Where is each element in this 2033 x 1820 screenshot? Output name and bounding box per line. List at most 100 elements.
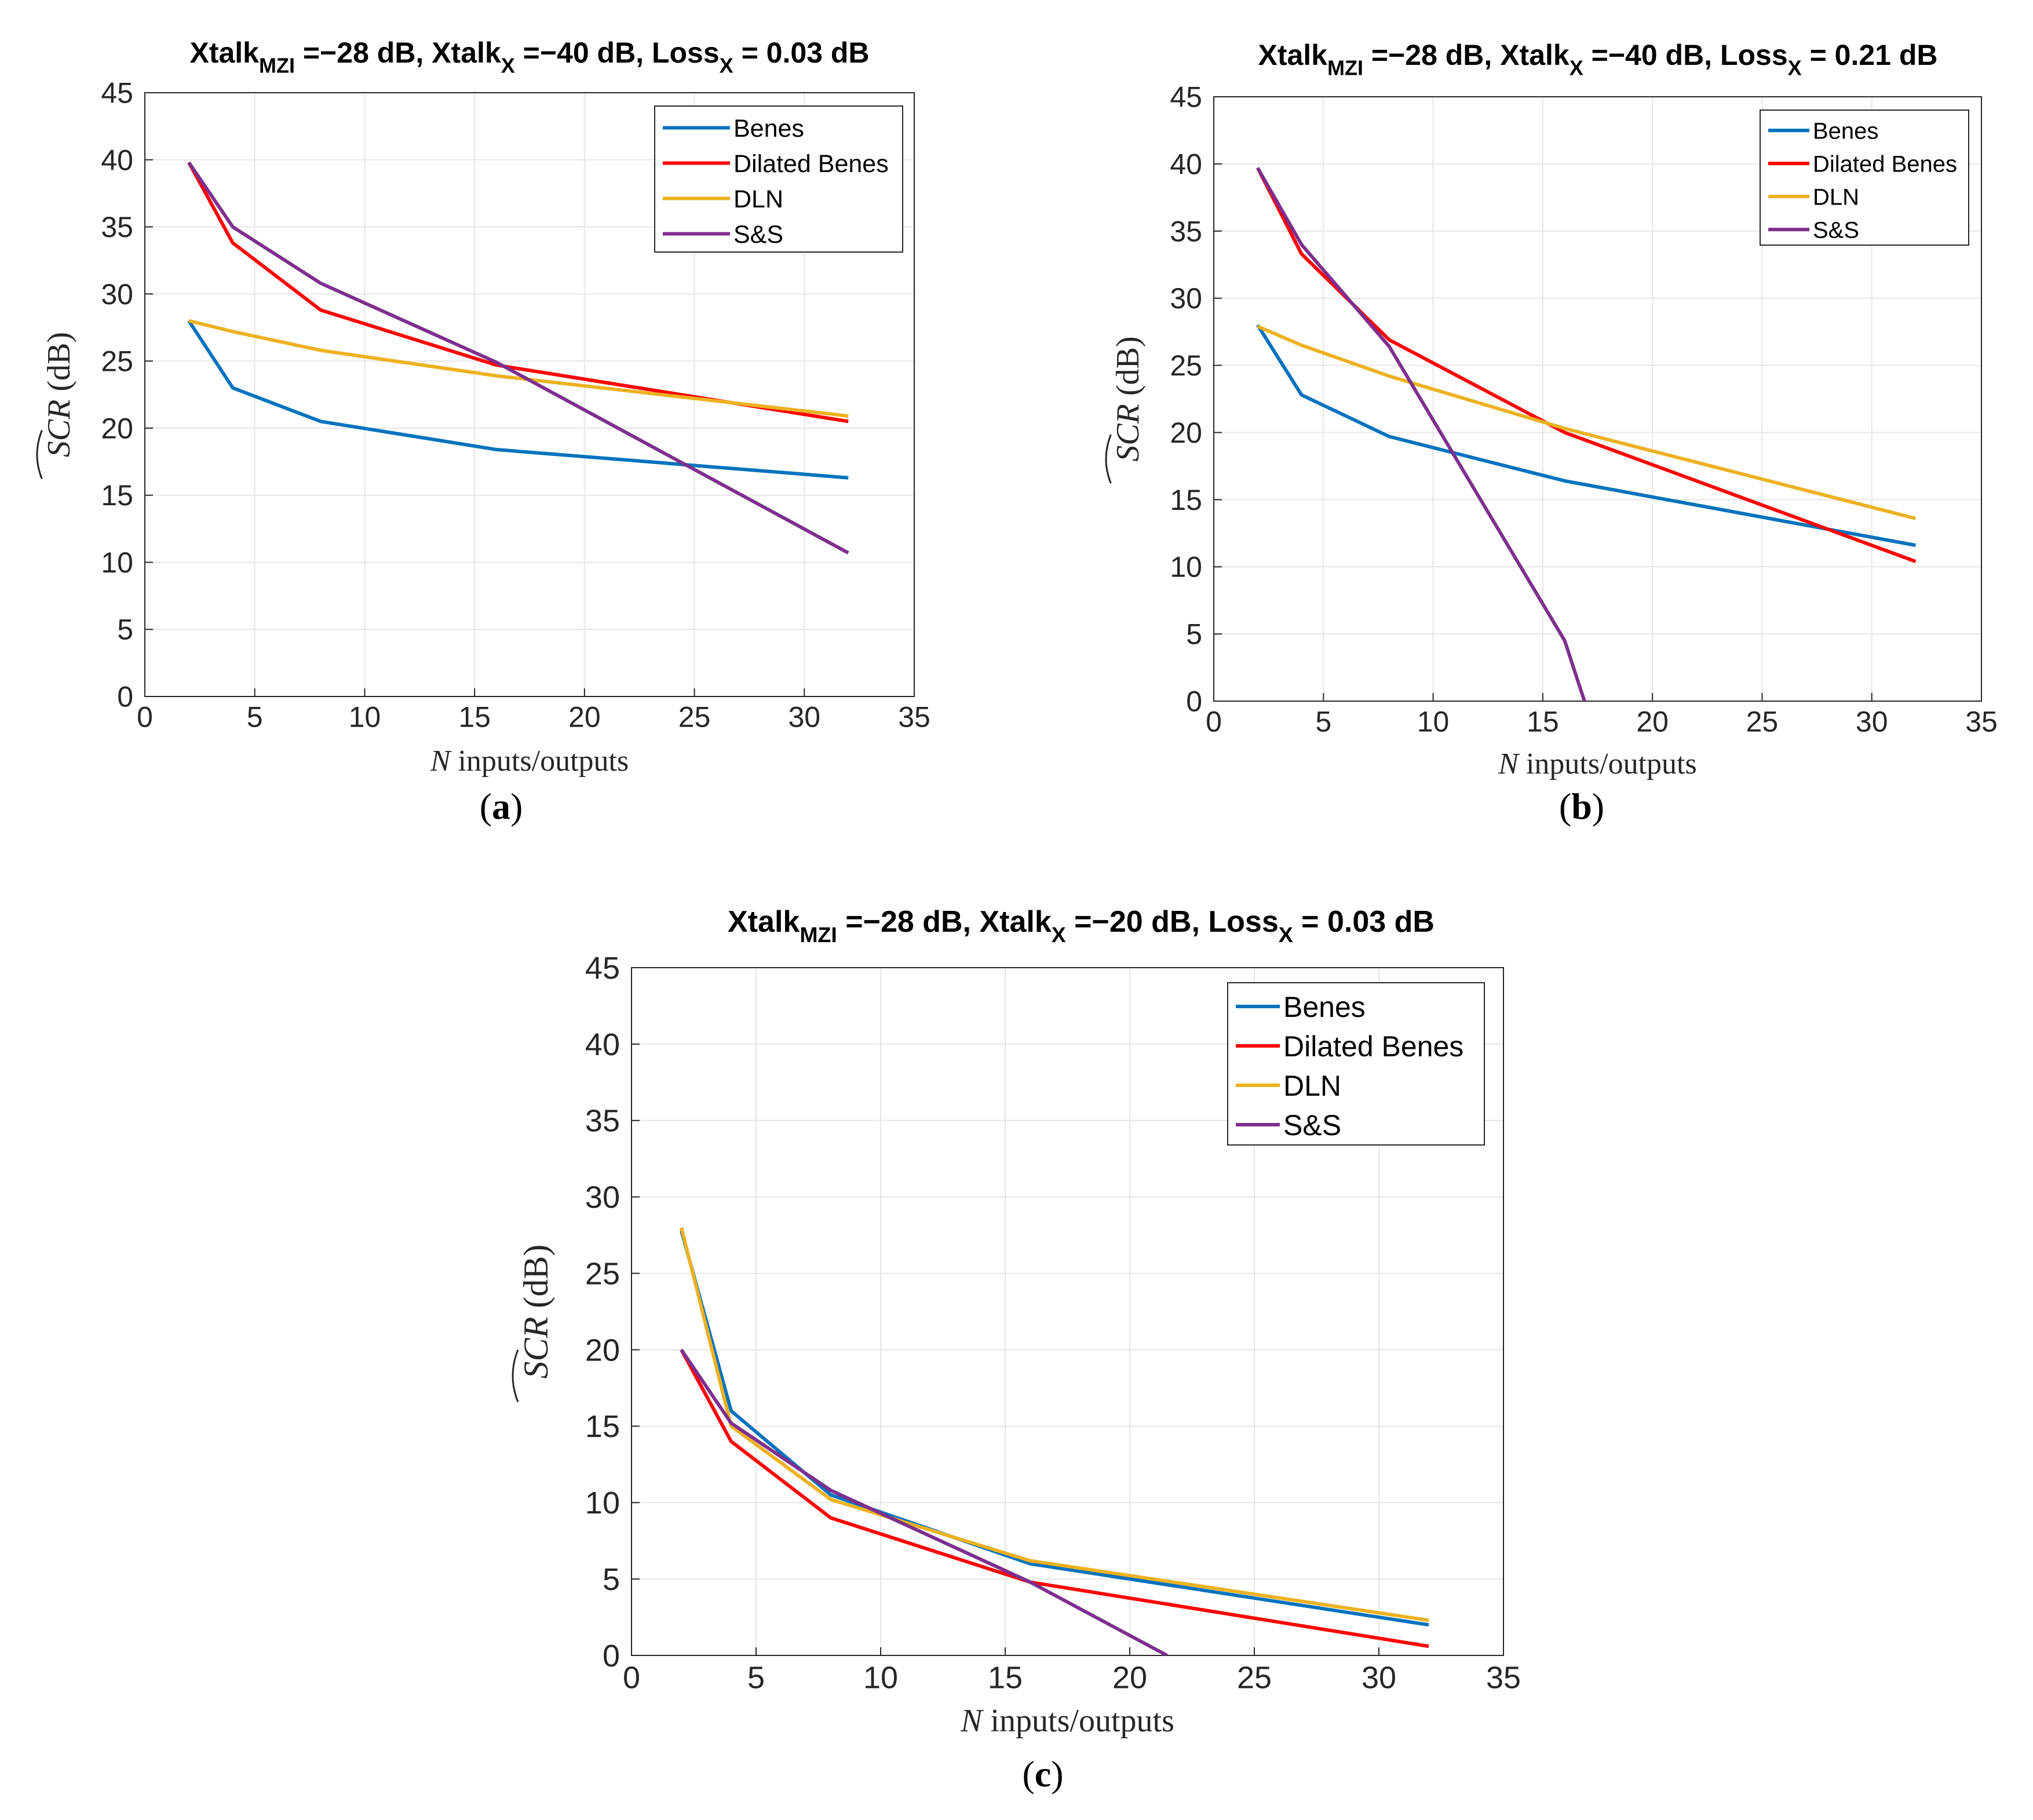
y-tick-label: 15 [585,1409,620,1444]
x-tick-label: 10 [863,1661,898,1695]
legend-label-s-s: S&S [1813,218,1859,243]
chart-title: XtalkMZI =−28 dB, XtalkX =−40 dB, LossX … [1258,39,1937,80]
legend-label-dln: DLN [1813,185,1859,210]
y-axis-label-hat [36,430,43,480]
x-tick-label: 30 [1362,1661,1396,1695]
x-tick-label: 35 [898,701,930,734]
series-line-s-s [187,161,849,555]
y-tick-label: 35 [101,211,133,243]
axes-box [1213,96,1982,702]
x-tick-label: 35 [1965,706,1998,738]
x-tick-label: 30 [788,701,820,734]
legend-label-dilated-benes: Dilated Benes [1813,152,1957,177]
y-tick-label: 30 [1170,282,1202,315]
x-tick-label: 35 [1486,1661,1521,1695]
y-axis-label-text: SCR (dB) [1110,336,1146,461]
x-tick-label: 15 [458,701,491,734]
panel-label-b: (b) [1558,786,1605,827]
x-tick-label: 15 [1527,706,1559,738]
y-tick-label: 45 [101,77,133,110]
series-line-dilated-benes [680,1348,1429,1648]
y-tick-label: 0 [1186,685,1202,718]
x-tick-label: 0 [1206,706,1222,738]
series-line-benes [1256,324,1916,548]
chart-b: XtalkMZI =−28 dB, XtalkX =−40 dB, LossX … [1105,39,1998,780]
series-line-dilated-benes [187,161,849,424]
series-line-s-s [680,1348,1168,1655]
legend-label-benes: Benes [1283,991,1366,1023]
y-tick-label: 40 [101,144,133,176]
y-axis-label-text: SCR (dB) [41,332,77,457]
y-axis-label-hat [512,1349,519,1403]
y-tick-label: 25 [1170,349,1202,382]
legend-label-benes: Benes [733,115,804,143]
x-axis-label: N inputs/outputs [960,1703,1174,1739]
chart-title: XtalkMZI =−28 dB, XtalkX =−40 dB, LossX … [189,37,869,78]
legend-label-dilated-benes: Dilated Benes [733,150,889,178]
x-tick-label: 5 [1315,706,1331,738]
series-line-dln [188,319,849,418]
x-tick-label: 20 [1112,1661,1147,1695]
legend-label-dln: DLN [733,185,783,213]
x-axis-label: N inputs/outputs [430,745,629,778]
x-tick-label: 10 [349,701,381,734]
y-tick-label: 0 [117,681,133,713]
chart-title: XtalkMZI =−28 dB, XtalkX =−20 dB, LossX … [728,905,1435,947]
y-tick-label: 0 [603,1639,620,1673]
x-tick-label: 30 [1856,706,1888,738]
y-axis-label: SCR (dB) [36,332,77,480]
y-tick-label: 20 [585,1333,620,1367]
y-axis-label: SCR (dB) [512,1245,555,1403]
chart-a: XtalkMZI =−28 dB, XtalkX =−40 dB, LossX … [36,37,930,778]
legend-box [1227,982,1485,1146]
legend-label-benes: Benes [1813,119,1878,144]
x-tick-label: 20 [568,701,601,734]
series-line-s-s [1256,167,1586,701]
panel-label-a: (a) [479,786,523,827]
series-line-dln [680,1227,1429,1622]
y-tick-label: 10 [585,1486,620,1520]
legend-label-s-s: S&S [733,221,783,249]
y-tick-label: 35 [1170,215,1202,247]
series-line-dilated-benes [1256,167,1917,563]
x-tick-label: 15 [988,1661,1023,1695]
panel-label-c: (c) [1022,1753,1064,1795]
y-tick-label: 10 [1170,551,1202,583]
y-tick-label: 15 [101,479,133,512]
y-tick-label: 30 [101,278,133,311]
y-tick-label: 40 [1170,148,1202,180]
y-tick-label: 20 [1170,417,1202,449]
legend-label-dilated-benes: Dilated Benes [1283,1030,1463,1063]
y-tick-label: 30 [585,1180,620,1215]
y-tick-label: 25 [585,1256,620,1291]
axes-box [631,967,1504,1656]
series-line-benes [187,319,849,480]
legend-label-s-s: S&S [1283,1109,1341,1141]
series-line-benes [680,1230,1429,1627]
series-line-dln [1257,324,1917,520]
y-axis-label-hat [1105,434,1112,484]
y-tick-label: 25 [101,345,133,378]
x-tick-label: 25 [1237,1661,1272,1695]
legend-box [654,105,903,253]
y-tick-label: 40 [585,1027,620,1062]
x-tick-label: 0 [623,1661,640,1695]
x-tick-label: 25 [678,701,711,734]
x-axis-label: N inputs/outputs [1498,747,1696,780]
y-axis-label-text: SCR (dB) [517,1245,555,1379]
y-tick-label: 20 [101,412,133,444]
y-tick-label: 5 [1186,618,1202,651]
y-tick-label: 15 [1170,484,1202,516]
y-tick-label: 5 [603,1562,620,1597]
x-tick-label: 0 [137,701,153,734]
x-tick-label: 20 [1636,706,1669,738]
y-tick-label: 45 [1170,81,1202,114]
x-tick-label: 25 [1746,706,1779,738]
y-tick-label: 5 [117,614,133,646]
y-axis-label: SCR (dB) [1105,336,1146,484]
x-tick-label: 5 [247,701,263,734]
y-tick-label: 10 [101,546,133,579]
x-tick-label: 5 [747,1661,765,1695]
x-tick-label: 10 [1417,706,1450,738]
axes-box [144,92,915,697]
